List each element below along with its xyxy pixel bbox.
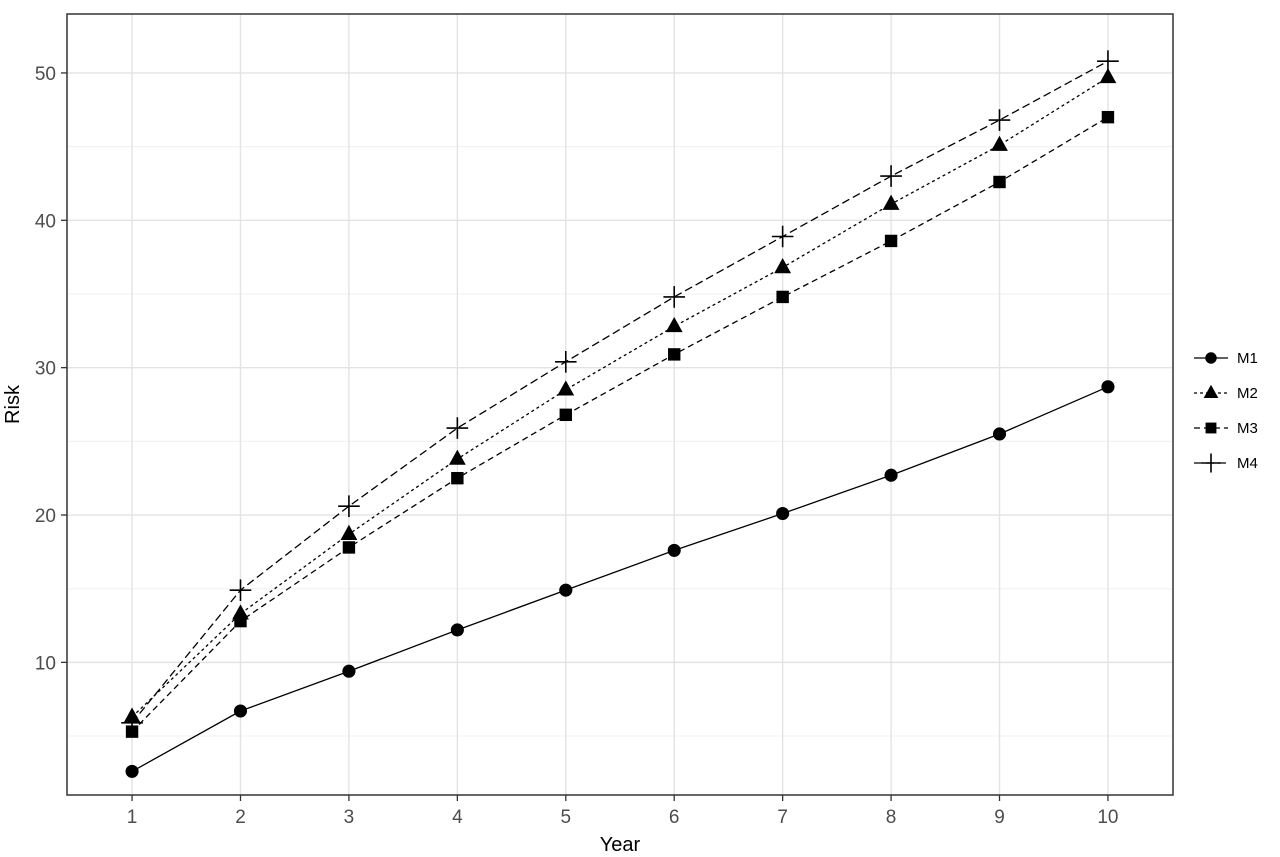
x-tick-label: 2 [235,807,246,828]
data-point-square [884,234,898,248]
data-point-triangle [1099,67,1117,84]
data-point-triangle [774,258,792,274]
x-tick-label: 9 [994,807,1005,828]
y-tick-label: 30 [35,359,56,380]
legend-item: M3 [1194,420,1258,437]
series-line [131,60,1109,724]
data-point-circle [233,704,248,718]
data-point-triangle [882,194,900,210]
y-axis-title: Risk [2,384,24,424]
series-M2 [123,67,1117,723]
x-axis-title: Year [600,834,641,856]
data-point-plus [880,165,902,187]
data-point-plus [338,495,360,517]
data-point-square [234,614,247,628]
data-point-plus [771,225,794,248]
legend-label: M4 [1237,455,1258,472]
x-tick-label: 1 [127,807,138,828]
legend: M1 M2 M3 M4 [1194,350,1258,473]
data-point-circle [559,583,573,597]
data-point-plus [554,350,577,373]
data-point-triangle [991,135,1008,151]
data-point-circle [450,623,464,637]
data-point-plus [121,711,143,734]
series-M3 [125,110,1115,738]
data-point-triangle [557,380,575,396]
data-point-square [993,175,1006,189]
y-tick-label: 40 [35,211,56,232]
data-point-plus [663,286,686,308]
y-tick-label: 50 [35,64,56,85]
data-point-plus [988,109,1011,131]
legend-item: M2 [1194,384,1258,402]
series-M4 [121,50,1119,734]
data-point-triangle [340,524,358,540]
x-tick-label: 6 [669,807,680,828]
data-point-square [668,348,681,361]
x-tick-label: 3 [344,807,355,828]
data-point-plus [1097,50,1119,72]
data-point-circle [667,543,681,557]
data-point-square [342,541,356,554]
legend-item: M4 [1194,453,1258,473]
data-point-circle [992,427,1007,441]
y-tick-label: 20 [35,506,56,527]
legend-marker-triangle [1203,384,1219,399]
x-tick-label: 4 [452,807,463,828]
legend-label: M2 [1237,385,1258,402]
data-point-triangle [448,449,466,465]
data-point-circle [1101,380,1115,394]
legend-label: M3 [1237,420,1258,437]
plot-panel-border [66,13,1174,796]
data-point-circle [125,764,139,778]
data-point-square [451,471,464,485]
series-line [131,116,1109,733]
legend-item: M1 [1194,350,1258,367]
data-point-triangle [665,316,683,333]
data-point-square [776,290,789,304]
data-point-plus [229,579,252,601]
data-point-circle [884,468,898,482]
x-tick-label: 8 [886,807,897,828]
legend-label: M1 [1237,350,1258,367]
x-tick-label: 5 [560,807,571,828]
data-point-circle [776,506,790,521]
data-point-circle [342,664,356,678]
data-point-square [1101,110,1115,124]
legend-marker-plus [1201,453,1221,473]
x-tick-label: 10 [1097,807,1118,828]
x-tick-label: 7 [777,807,788,828]
legend-marker-square [1205,422,1217,434]
data-point-plus [446,417,469,439]
legend-marker-circle [1205,352,1217,364]
series-line [131,76,1109,718]
axes: 1 2 3 4 5 6 7 8 9 10 10 20 30 40 50 [35,64,1119,828]
data-point-square [559,408,572,422]
grid [67,14,1173,795]
y-tick-label: 10 [35,653,56,674]
series-layer [121,50,1119,778]
series-line [131,386,1109,772]
series-M1 [125,380,1115,778]
